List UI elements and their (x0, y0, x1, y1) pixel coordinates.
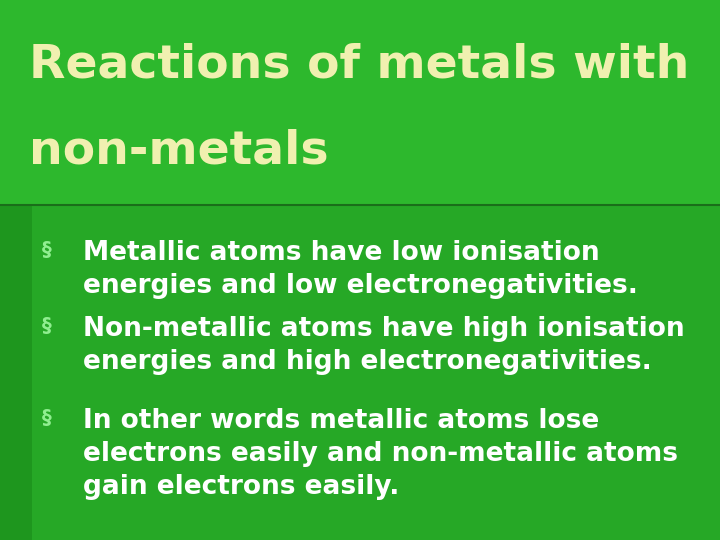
Text: In other words metallic atoms lose
electrons easily and non-metallic atoms
gain : In other words metallic atoms lose elect… (83, 408, 678, 500)
Text: §: § (42, 240, 52, 259)
Text: non-metals: non-metals (29, 129, 328, 174)
Text: Non-metallic atoms have high ionisation
energies and high electronegativities.: Non-metallic atoms have high ionisation … (83, 316, 685, 375)
Text: Metallic atoms have low ionisation
energies and low electronegativities.: Metallic atoms have low ionisation energ… (83, 240, 638, 299)
FancyBboxPatch shape (32, 205, 720, 540)
FancyBboxPatch shape (0, 205, 32, 540)
Text: §: § (42, 316, 52, 335)
Text: §: § (42, 408, 52, 427)
Text: Reactions of metals with: Reactions of metals with (29, 42, 689, 87)
